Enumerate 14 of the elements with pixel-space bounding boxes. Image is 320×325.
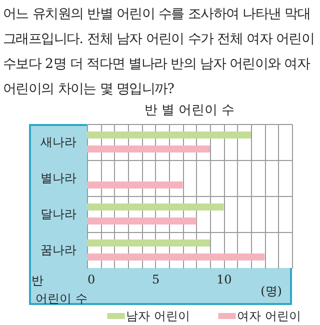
text: 어느 유치원의 반별 어린이 수를 조사하여 나타낸 막대그래프입니다. 전체 남자 어린이 수가 전체 여자 어린이 수보다 2명 더 적다면 별나라 반의 남자 어린이와 여자 어린이의 차이는 몇 명입니까?: [3, 6, 316, 99]
y-tick-label: 별나라: [40, 171, 76, 185]
y-tick-label: 달나라: [40, 207, 76, 221]
x-tick-label: 10: [216, 272, 232, 286]
chart-title: 반 별 어린이 수: [144, 103, 235, 118]
text: (명): [260, 283, 282, 300]
x-tick-label: 0: [88, 272, 96, 286]
y-tick-label: 꿈나라: [40, 243, 76, 257]
legend-label: 남자 어린이: [126, 309, 190, 323]
y-axis-title: 반: [32, 274, 44, 288]
x-axis-title: 어린이 수: [36, 292, 88, 306]
x-tick-label: 5: [152, 272, 160, 286]
legend-label: 여자 어린이: [237, 309, 301, 323]
y-tick-label: 새나라: [40, 135, 76, 149]
